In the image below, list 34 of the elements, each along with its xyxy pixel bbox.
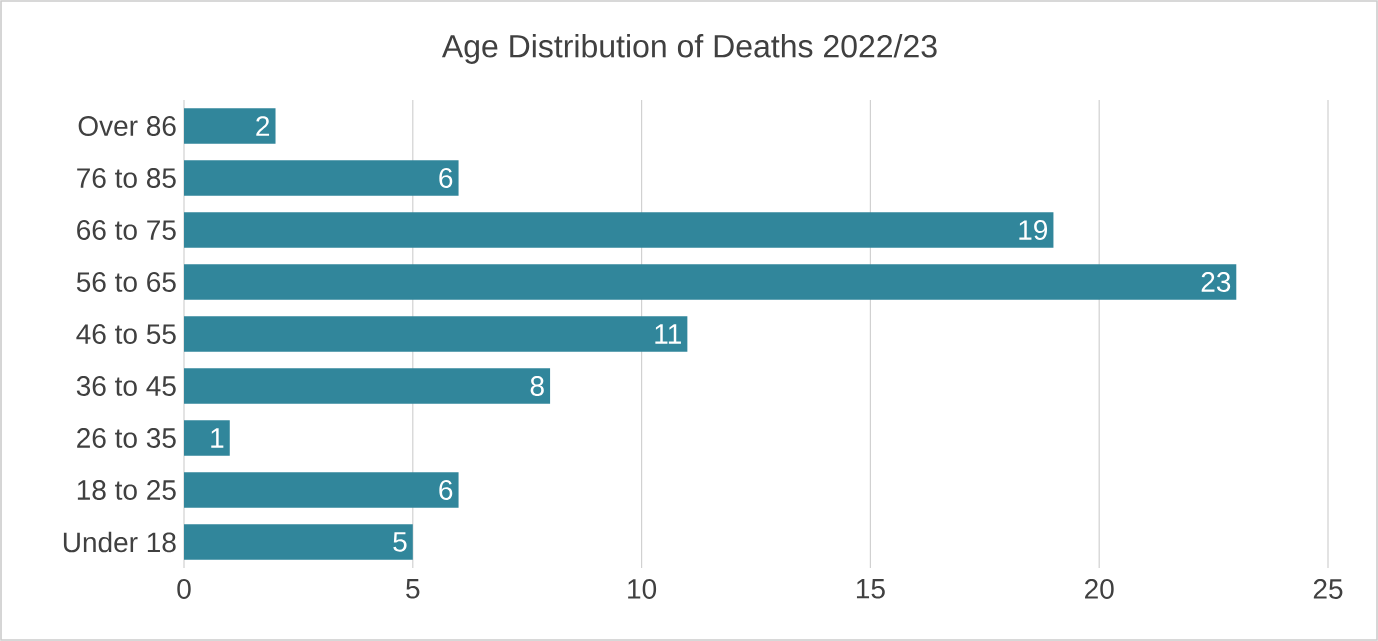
y-tick-label: Under 18 <box>63 531 176 553</box>
y-tick-label: 56 to 65 <box>76 272 176 292</box>
data-label: 11 <box>655 324 681 344</box>
bar <box>184 264 1237 300</box>
data-label: 1 <box>211 428 224 448</box>
y-tick-label: 66 to 75 <box>77 220 176 240</box>
data-label: 5 <box>393 532 407 552</box>
bar <box>184 160 459 196</box>
data-label: 6 <box>439 168 453 188</box>
bar <box>184 368 551 404</box>
chart-title: Age Distribution of Deaths 2022/23 <box>441 34 937 64</box>
x-tick-label: 0 <box>177 579 191 599</box>
x-tick-label: 20 <box>1085 579 1114 599</box>
data-label: 6 <box>439 480 453 500</box>
x-tick-label: 15 <box>856 579 885 599</box>
data-label: 19 <box>1019 220 1048 240</box>
data-label: 8 <box>530 376 544 396</box>
bar <box>184 472 459 508</box>
bar <box>184 108 276 144</box>
y-tick-label: 76 to 85 <box>77 168 176 188</box>
data-label: 2 <box>256 116 270 136</box>
y-tick-label: 46 to 55 <box>76 324 176 344</box>
bar <box>184 420 230 456</box>
data-label: 23 <box>1201 272 1231 292</box>
x-tick-label: 5 <box>406 579 420 599</box>
bar <box>184 316 688 352</box>
y-tick-label: 26 to 35 <box>77 428 176 448</box>
bar <box>184 212 1054 248</box>
y-tick-label: 36 to 45 <box>76 376 176 396</box>
y-tick-label: Over 86 <box>78 116 176 136</box>
y-tick-label: 18 to 25 <box>77 480 176 500</box>
x-tick-label: 25 <box>1313 579 1343 599</box>
bar <box>184 524 413 560</box>
x-tick-label: 10 <box>628 579 657 599</box>
